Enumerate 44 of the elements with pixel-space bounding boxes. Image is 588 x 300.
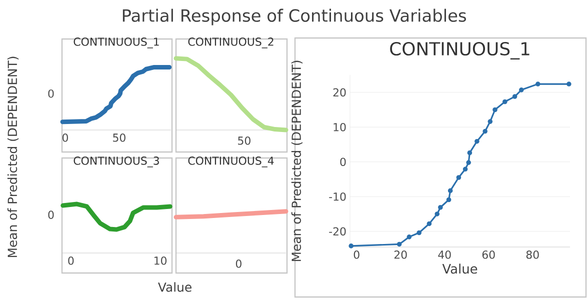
point — [518, 88, 524, 92]
x-tick-label: 0 — [354, 250, 360, 259]
y-tick-label: 10 — [334, 122, 346, 132]
point — [466, 160, 471, 165]
point — [488, 119, 493, 124]
text: Value — [158, 282, 192, 292]
point — [535, 82, 540, 86]
point — [426, 221, 432, 226]
point — [406, 234, 412, 240]
text: 0 — [48, 89, 54, 98]
x-tick-label: 60 — [482, 250, 495, 259]
y-tick-label: 0 — [340, 158, 346, 166]
y-axis-title: Mean of Predicted (DEPENDENT) — [291, 60, 302, 262]
point — [492, 107, 498, 112]
point — [482, 128, 488, 134]
point — [462, 166, 468, 172]
point — [396, 242, 402, 247]
point — [566, 82, 572, 86]
text: 0 — [48, 210, 54, 219]
y-tick-label: 20 — [333, 88, 346, 97]
x-tick-label: 40 — [438, 250, 451, 259]
chart-title: CONTINUOUS_2 — [188, 38, 274, 48]
chart-title: CONTINUOUS_1 — [74, 38, 159, 48]
point — [448, 188, 453, 194]
x-tick-label: 80 — [526, 250, 539, 259]
point — [502, 99, 508, 104]
point — [456, 175, 462, 180]
chart-title: CONTINUOUS_3 — [74, 156, 159, 168]
x-axis-title: Value — [442, 264, 478, 274]
text: Partial Response of Continuous Variables — [122, 8, 466, 26]
y-tick-label: -10 — [329, 192, 346, 201]
y-tick-label: -20 — [329, 227, 346, 236]
point — [438, 204, 443, 210]
point — [348, 244, 354, 248]
text: Mean of Predicted (DEPENDENT) — [7, 56, 19, 258]
point — [512, 94, 518, 99]
point — [446, 197, 452, 202]
point — [434, 212, 440, 216]
point — [467, 150, 472, 156]
point — [474, 138, 480, 144]
x-tick-label: 20 — [394, 250, 407, 259]
chart-title: CONTINUOUS_4 — [188, 156, 274, 168]
point — [416, 230, 422, 236]
chart-title: CONTINUOUS_1 — [390, 42, 530, 60]
